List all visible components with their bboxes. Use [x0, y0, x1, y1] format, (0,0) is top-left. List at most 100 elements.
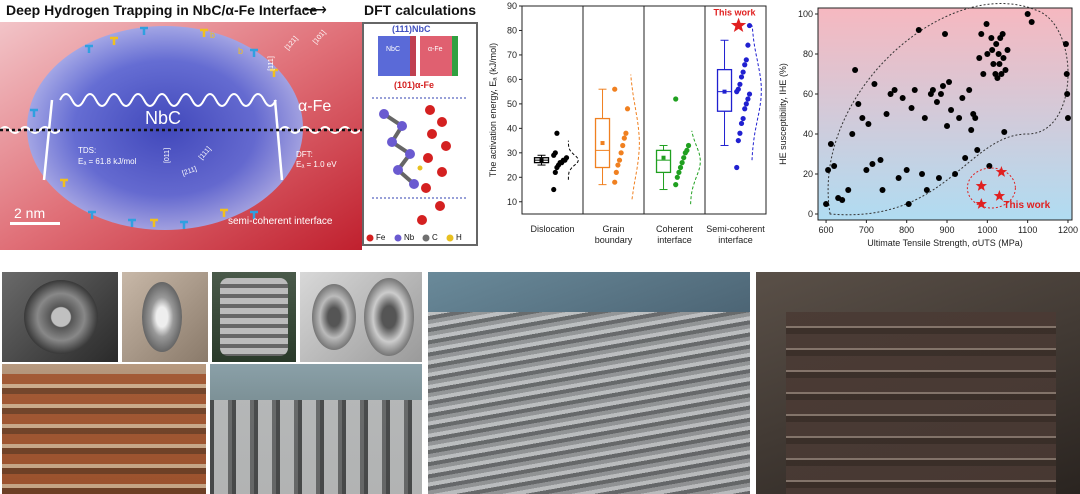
data-point — [956, 115, 963, 121]
tds-label: TDS: — [78, 146, 97, 155]
data-point — [745, 42, 751, 48]
plot-area — [817, 7, 1073, 221]
nbc-cube — [378, 36, 410, 76]
data-point — [616, 157, 623, 163]
series-3 — [655, 96, 701, 205]
data-point — [735, 137, 741, 144]
series-4 — [716, 22, 762, 171]
category-label: interface — [657, 235, 692, 245]
data-point — [899, 95, 906, 101]
y-axis-label: The activation energy, Eₐ (kJ/mol) — [488, 43, 498, 177]
data-point — [921, 115, 928, 121]
data-point — [746, 22, 753, 29]
data-point — [905, 201, 912, 207]
data-point — [743, 101, 749, 107]
data-point — [891, 87, 898, 93]
x-tick-label: 800 — [899, 225, 914, 235]
data-point — [877, 157, 884, 163]
data-point — [986, 163, 993, 169]
burgers-vector-1: b — [210, 30, 216, 40]
data-point — [738, 74, 745, 80]
data-point — [839, 197, 846, 203]
data-point — [740, 69, 746, 75]
data-point — [1002, 67, 1009, 73]
legend-c: C — [432, 233, 438, 242]
data-point — [1062, 41, 1069, 47]
data-point — [551, 186, 557, 193]
data-point — [746, 91, 753, 97]
y-tick-label: 60 — [803, 89, 813, 99]
miller-index-5: [011] — [164, 147, 172, 164]
this-work-star — [975, 198, 987, 209]
data-point — [863, 167, 870, 173]
data-point — [911, 87, 918, 93]
data-point — [935, 175, 942, 181]
y-tick-label: 50 — [507, 99, 517, 109]
data-point — [849, 131, 856, 137]
legend-fe: Fe — [376, 233, 386, 242]
data-point — [999, 31, 1006, 37]
category-label: boundary — [595, 235, 633, 245]
mean-marker — [722, 89, 727, 94]
photo-steel-plates — [756, 272, 1080, 494]
this-work-label: This work — [714, 8, 757, 18]
cube-fe-label: α-Fe — [428, 46, 443, 53]
cube-nbc-label: NbC — [386, 46, 401, 53]
data-point — [942, 31, 948, 37]
scale-bar-label: 2 nm — [14, 205, 46, 221]
data-point — [974, 147, 981, 153]
data-point — [939, 83, 946, 89]
box — [655, 149, 672, 174]
data-point — [1000, 55, 1007, 61]
x-tick-label: 600 — [819, 225, 834, 235]
data-point — [962, 155, 969, 161]
data-point — [995, 51, 1002, 57]
y-tick-label: 0 — [808, 209, 813, 219]
y-tick-label: 60 — [507, 74, 517, 84]
density-curve — [751, 25, 762, 161]
y-tick-label: 30 — [507, 148, 517, 158]
y-tick-label: 40 — [507, 123, 517, 133]
data-point — [738, 120, 745, 127]
y-tick-label: 90 — [507, 1, 517, 11]
y-tick-label: 20 — [507, 172, 517, 182]
legend-h: H — [456, 233, 462, 242]
semi-coherent-interface-label: semi-coherent interface — [228, 216, 333, 227]
x-tick-label: 1100 — [1018, 225, 1037, 235]
burgers-vector-2: b — [238, 46, 244, 56]
y-tick-label: 80 — [803, 49, 813, 59]
schematic-title: Deep Hydrogen Trapping in NbC/α-Fe Inter… — [6, 2, 318, 18]
data-point — [923, 187, 930, 193]
density-curve — [630, 74, 640, 200]
data-point — [612, 179, 618, 185]
data-point — [980, 71, 987, 77]
data-point — [681, 155, 687, 161]
mean-marker — [661, 155, 666, 160]
y-tick-label: 70 — [507, 50, 517, 60]
he-susceptibility-chart: 600 700 800 900 1000 1100 1200 0 20 40 60 80 100 Ulti… — [772, 0, 1080, 250]
data-point — [735, 86, 741, 92]
data-point — [993, 41, 1000, 47]
plane-fe-label: (101)α-Fe — [394, 80, 435, 90]
data-point — [684, 147, 690, 153]
data-point — [966, 87, 973, 93]
data-point — [994, 75, 1001, 81]
dft-label: DFT: — [296, 150, 313, 159]
photo-wheel-closeup — [2, 272, 118, 362]
data-point — [937, 91, 944, 97]
data-point — [952, 171, 959, 177]
alpha-fe-label: α-Fe — [298, 98, 332, 115]
this-work-star — [993, 190, 1006, 201]
this-work-star — [730, 17, 747, 32]
data-point — [903, 167, 910, 173]
data-point — [740, 115, 746, 122]
data-point — [895, 175, 902, 181]
dft-value: Eₐ = 1.0 eV — [296, 160, 337, 169]
data-point — [1028, 19, 1035, 25]
data-point — [944, 123, 951, 129]
y-tick-label: 20 — [803, 169, 813, 179]
data-point — [1004, 47, 1011, 53]
data-point — [1024, 11, 1031, 17]
this-work-label: This work — [1003, 200, 1050, 211]
data-point — [623, 130, 629, 136]
